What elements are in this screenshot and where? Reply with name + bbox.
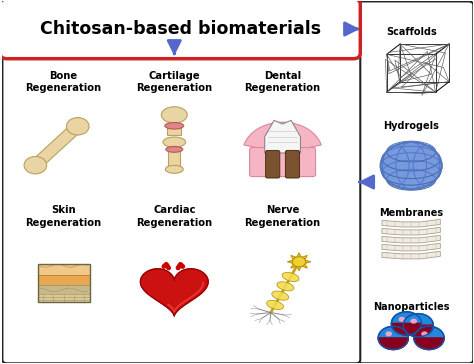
Ellipse shape (165, 123, 184, 129)
Circle shape (403, 314, 433, 337)
FancyBboxPatch shape (167, 124, 182, 135)
Polygon shape (382, 235, 440, 243)
Polygon shape (382, 251, 440, 259)
FancyBboxPatch shape (0, 0, 360, 59)
Ellipse shape (282, 272, 299, 282)
Ellipse shape (166, 146, 183, 152)
Text: Skin
Regeneration: Skin Regeneration (26, 205, 102, 228)
Circle shape (24, 157, 46, 174)
Circle shape (385, 331, 392, 336)
FancyBboxPatch shape (250, 147, 316, 177)
Text: Dental
Regeneration: Dental Regeneration (245, 71, 320, 94)
Polygon shape (403, 325, 433, 337)
FancyBboxPatch shape (265, 150, 280, 178)
Circle shape (66, 118, 89, 135)
Text: Cardiac
Regeneration: Cardiac Regeneration (136, 205, 212, 228)
FancyBboxPatch shape (168, 149, 181, 169)
Text: Chitosan-based biomaterials: Chitosan-based biomaterials (40, 20, 321, 38)
FancyBboxPatch shape (2, 53, 360, 363)
Polygon shape (382, 228, 440, 235)
Text: Scaffolds: Scaffolds (386, 27, 437, 36)
Circle shape (378, 326, 408, 349)
Polygon shape (378, 338, 408, 349)
Text: Cartilage
Regeneration: Cartilage Regeneration (136, 71, 212, 94)
Ellipse shape (272, 291, 289, 300)
Polygon shape (414, 338, 444, 349)
Polygon shape (382, 219, 440, 227)
FancyBboxPatch shape (285, 150, 300, 178)
Ellipse shape (165, 165, 183, 173)
Wedge shape (244, 122, 321, 153)
Circle shape (292, 257, 306, 267)
Ellipse shape (277, 282, 294, 291)
Circle shape (410, 318, 417, 324)
Circle shape (392, 312, 421, 335)
Polygon shape (140, 269, 208, 316)
Polygon shape (38, 275, 90, 285)
Polygon shape (38, 294, 90, 302)
Circle shape (381, 142, 442, 189)
Text: Nanoparticles: Nanoparticles (373, 302, 449, 312)
Circle shape (414, 326, 444, 349)
Polygon shape (38, 285, 90, 294)
Polygon shape (38, 264, 90, 275)
Polygon shape (382, 243, 440, 251)
Text: Bone
Regeneration: Bone Regeneration (26, 71, 102, 94)
Text: Hydrogels: Hydrogels (383, 121, 439, 131)
Polygon shape (392, 324, 421, 335)
Ellipse shape (266, 300, 283, 309)
FancyBboxPatch shape (358, 1, 474, 363)
Text: Membranes: Membranes (379, 208, 443, 218)
Polygon shape (287, 253, 311, 271)
Ellipse shape (163, 137, 186, 147)
Circle shape (399, 317, 405, 322)
Ellipse shape (161, 107, 187, 123)
Polygon shape (30, 123, 83, 169)
Text: Nerve
Regeneration: Nerve Regeneration (245, 205, 320, 228)
Polygon shape (264, 120, 301, 153)
Circle shape (421, 331, 428, 336)
